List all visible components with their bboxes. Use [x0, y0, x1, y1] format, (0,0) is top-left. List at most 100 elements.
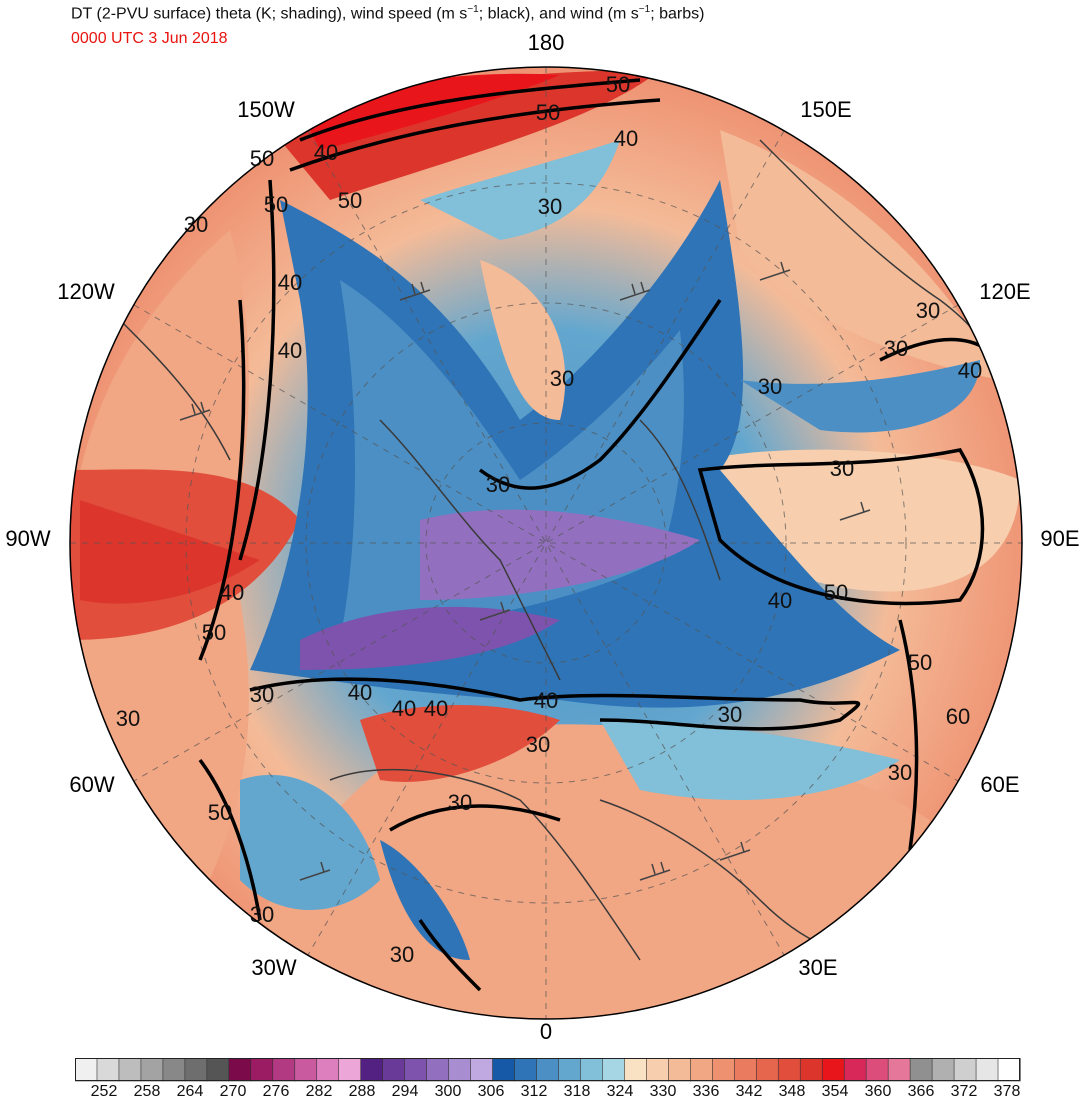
colorbar-swatch: [843, 1058, 867, 1082]
contour-label: 30: [486, 472, 510, 497]
colorbar-frame: [75, 1058, 1020, 1081]
contour-label: 50: [338, 188, 362, 213]
colorbar-swatch: [382, 1058, 406, 1082]
contour-label: 40: [424, 696, 448, 721]
colorbar-swatch: [118, 1058, 142, 1082]
colorbar-swatch: [514, 1058, 538, 1082]
colorbar-swatch: [96, 1058, 120, 1082]
lon-label-150w: 150W: [237, 97, 295, 122]
contour-label: 50: [264, 192, 288, 217]
contour-label: 30: [116, 706, 140, 731]
colorbar-swatch: [690, 1058, 713, 1082]
colorbar-tick-label: 378: [993, 1083, 1021, 1100]
colorbar-swatch: [997, 1058, 1021, 1082]
lon-label-60w: 60W: [69, 772, 115, 797]
colorbar-swatch: [733, 1058, 757, 1082]
contour-label: 40: [314, 140, 338, 165]
colorbar-tick-label: 312: [520, 1083, 548, 1100]
colorbar-swatch: [162, 1058, 186, 1082]
wind-speed-contours: [198, 78, 1012, 992]
contour-label: 40: [220, 580, 244, 605]
colorbar-swatch: [975, 1058, 999, 1082]
colorbar-swatch: [228, 1058, 252, 1082]
contour-labels: 50 50 40 40 30 30 30 40 40 30 30 30 40 4…: [116, 72, 982, 967]
colorbar-swatch: [887, 1058, 911, 1082]
colorbar-tick-label: 258: [133, 1083, 161, 1100]
colorbar-swatch: [931, 1058, 955, 1082]
colorbar-tick-label: 336: [692, 1083, 720, 1100]
colorbar-swatch: [492, 1058, 516, 1082]
contour-label: 50: [824, 580, 848, 605]
contour-label: 40: [768, 588, 792, 613]
contour-label: 50: [606, 72, 630, 97]
colorbar-tick-label: 324: [606, 1083, 634, 1100]
colorbar-swatch: [75, 1058, 98, 1082]
lon-label-30e: 30E: [798, 955, 838, 980]
contour-label: 30: [538, 194, 562, 219]
colorbar-tick-label: 366: [907, 1083, 935, 1100]
colorbar-tick-label: 330: [649, 1083, 677, 1100]
contour-label: 30: [526, 732, 550, 757]
colorbar-swatch: [821, 1058, 845, 1082]
contour-label: 30: [390, 942, 414, 967]
figure-title: DT (2-PVU surface) theta (K; shading), w…: [71, 4, 705, 23]
lon-label-120w: 120W: [57, 279, 115, 304]
contour-label: 40: [348, 680, 372, 705]
colorbar-swatch: [448, 1058, 472, 1082]
graticule: [70, 67, 1022, 1019]
contour-label: 30: [718, 702, 742, 727]
colorbar-tick-label: 354: [821, 1083, 849, 1100]
colorbar-swatch: [624, 1058, 647, 1082]
colorbar-tick-label: 294: [391, 1083, 419, 1100]
contour-label: 30: [250, 902, 274, 927]
colorbar-swatch: [602, 1058, 626, 1082]
contour-label: 40: [614, 126, 638, 151]
contour-label: 30: [830, 456, 854, 481]
contour-label: 30: [884, 336, 908, 361]
lon-label-150e: 150E: [800, 97, 852, 122]
colorbar-swatch: [953, 1058, 977, 1082]
colorbar-tick-label: 252: [90, 1083, 118, 1100]
lon-label-120e: 120E: [979, 279, 1031, 304]
contour-label: 40: [534, 688, 558, 713]
lon-label-30w: 30W: [251, 955, 297, 980]
colorbar-tick-label: 288: [348, 1083, 376, 1100]
lon-label-90e: 90E: [1040, 526, 1080, 551]
contour-label: 30: [184, 212, 208, 237]
colorbar-swatch: [272, 1058, 296, 1082]
colorbar-tick-label: 264: [176, 1083, 204, 1100]
contour-label: 40: [278, 338, 302, 363]
colorbar-swatch: [799, 1058, 823, 1082]
colorbar-tick-label: 348: [778, 1083, 806, 1100]
colorbar-tick-label: 276: [262, 1083, 290, 1100]
colorbar-swatch: [755, 1058, 779, 1082]
lon-label-60e: 60E: [980, 772, 1020, 797]
contour-label: 40: [392, 696, 416, 721]
colorbar-swatch: [865, 1058, 889, 1082]
colorbar-tick-label: 372: [950, 1083, 978, 1100]
colorbar-swatch: [360, 1058, 384, 1082]
contour-label: 30: [550, 366, 574, 391]
colorbar-swatch: [316, 1058, 340, 1082]
contour-label: 50: [202, 620, 226, 645]
colorbar-swatch: [536, 1058, 560, 1082]
contour-label: 30: [250, 682, 274, 707]
colorbar-tick-label: 342: [735, 1083, 763, 1100]
colorbar-swatch: [668, 1058, 691, 1082]
colorbar-swatch: [294, 1058, 318, 1082]
colorbar-tick-label: 300: [434, 1083, 462, 1100]
contour-label: 50: [208, 800, 232, 825]
colorbar-swatch: [712, 1058, 735, 1082]
colorbar-swatch: [580, 1058, 604, 1082]
contour-label: 30: [448, 790, 472, 815]
colorbar-swatch: [426, 1058, 450, 1082]
contour-label: 60: [946, 704, 970, 729]
colorbar-swatch: [470, 1058, 494, 1082]
colorbar-swatch: [206, 1058, 230, 1082]
figure-subtitle-time: 0000 UTC 3 Jun 2018: [71, 30, 228, 47]
contour-label: 40: [278, 270, 302, 295]
contour-label: 50: [908, 650, 932, 675]
colorbar-swatch: [646, 1058, 669, 1082]
colorbar-swatch: [338, 1058, 362, 1082]
